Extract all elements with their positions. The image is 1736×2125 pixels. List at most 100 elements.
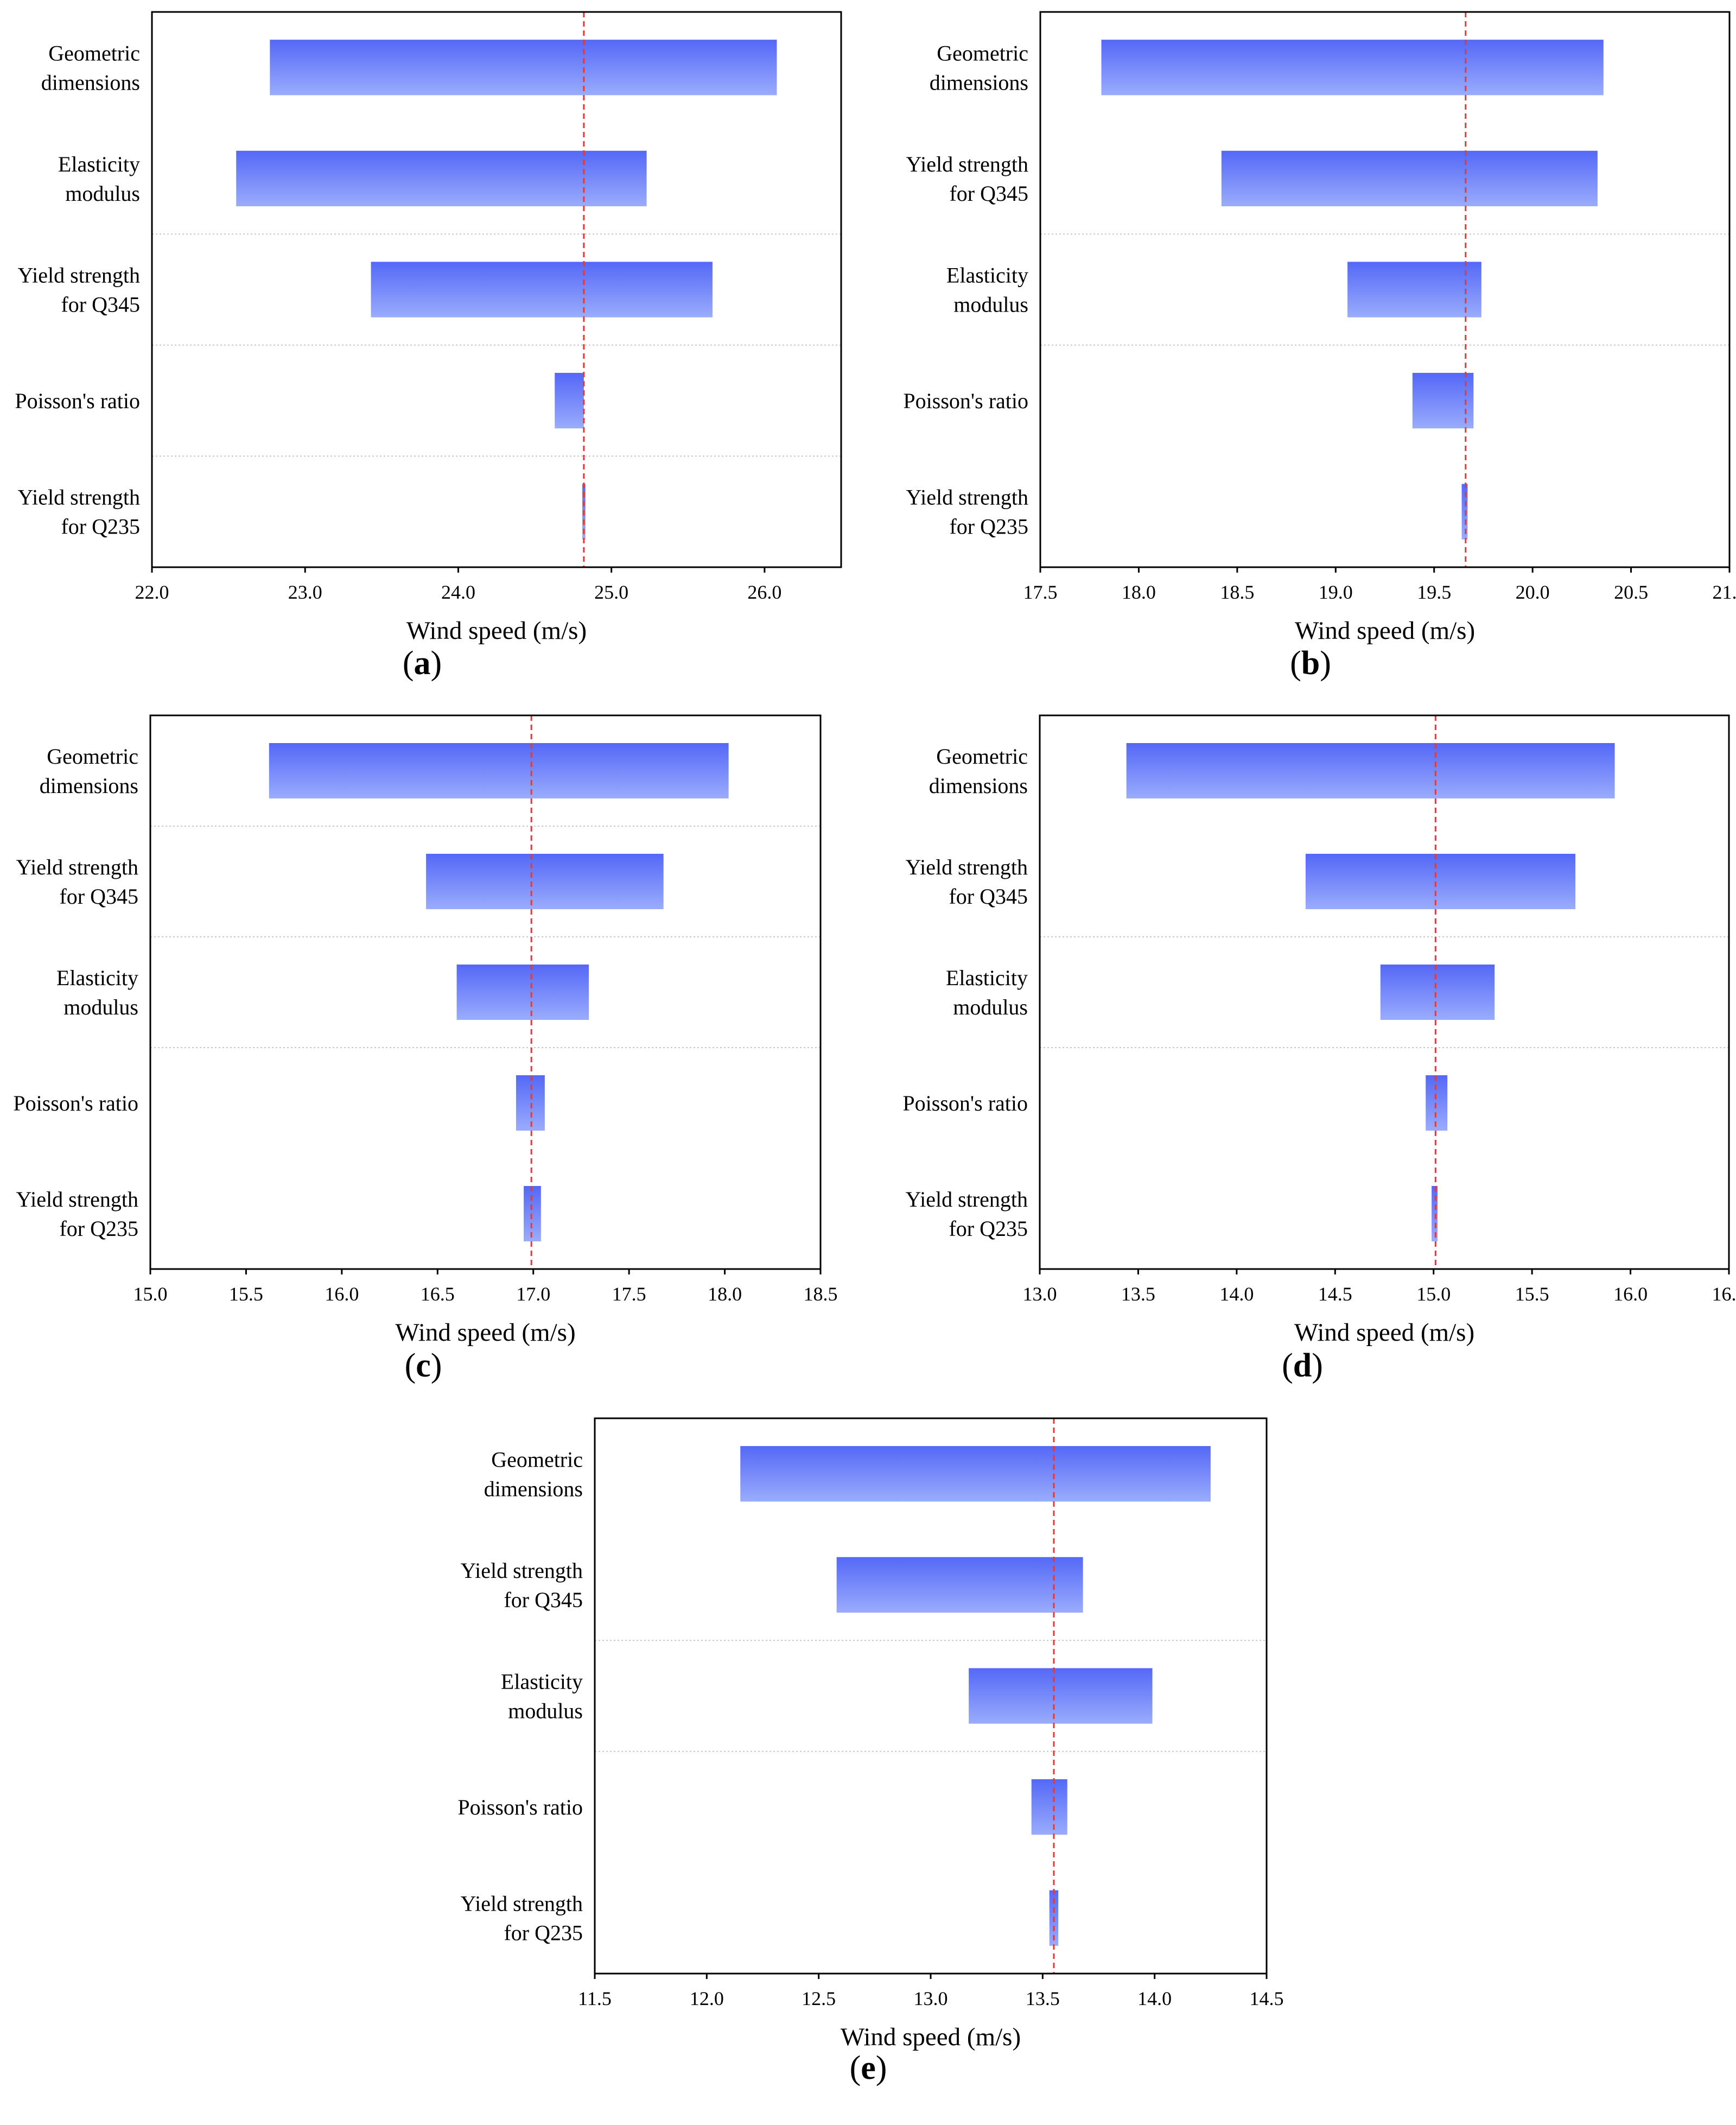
- bar-d-3: [1426, 1075, 1448, 1131]
- x-axis-title: Wind speed (m/s): [841, 2023, 1021, 2051]
- x-tick-label: 17.0: [516, 1283, 550, 1305]
- x-tick-label: 15.5: [1515, 1283, 1549, 1305]
- x-tick-label: 17.5: [612, 1283, 646, 1305]
- bar-c-4: [524, 1186, 541, 1241]
- category-label: for Q235: [504, 1921, 583, 1945]
- category-label: Elasticity: [501, 1670, 583, 1694]
- category-label: Poisson's ratio: [903, 389, 1028, 413]
- x-tick-label: 16.0: [325, 1283, 359, 1305]
- category-label: Elasticity: [58, 152, 140, 176]
- bar-e-1: [836, 1557, 1083, 1613]
- category-label: Geometric: [937, 41, 1028, 65]
- bar-d-1: [1305, 854, 1575, 909]
- panel-label: (c): [405, 1347, 442, 1384]
- x-tick-label: 20.5: [1614, 581, 1648, 603]
- category-label: for Q345: [61, 293, 140, 317]
- x-tick-label: 19.5: [1417, 581, 1451, 603]
- bar-d-0: [1126, 743, 1615, 798]
- x-tick-label: 18.5: [804, 1283, 838, 1305]
- x-tick-label: 14.0: [1219, 1283, 1254, 1305]
- x-tick-label: 20.0: [1516, 581, 1550, 603]
- category-label: modulus: [953, 995, 1028, 1019]
- x-tick-label: 21.0: [1713, 581, 1736, 603]
- category-label: for Q235: [949, 515, 1028, 539]
- x-tick-label: 15.5: [229, 1283, 263, 1305]
- x-tick-label: 14.5: [1250, 1988, 1284, 2009]
- x-tick-label: 18.0: [708, 1283, 742, 1305]
- category-label: modulus: [508, 1699, 583, 1723]
- x-tick-label: 19.0: [1319, 581, 1353, 603]
- bar-c-0: [269, 743, 729, 798]
- x-axis-title: Wind speed (m/s): [1295, 617, 1475, 645]
- category-label: Poisson's ratio: [13, 1091, 138, 1115]
- x-tick-label: 12.0: [690, 1988, 724, 2009]
- x-tick-label: 13.0: [1023, 1283, 1057, 1305]
- category-label: for Q235: [949, 1216, 1028, 1241]
- category-label: Poisson's ratio: [902, 1091, 1028, 1115]
- bar-d-4: [1432, 1186, 1438, 1241]
- bar-e-3: [1031, 1779, 1067, 1835]
- bar-c-1: [426, 854, 664, 909]
- category-label: for Q235: [61, 515, 140, 539]
- category-label: Poisson's ratio: [15, 389, 140, 413]
- bar-b-4: [1461, 484, 1468, 540]
- x-tick-label: 25.0: [594, 581, 628, 603]
- category-label: modulus: [63, 995, 138, 1019]
- x-tick-label: 15.0: [133, 1283, 168, 1305]
- bar-d-2: [1380, 965, 1495, 1020]
- category-label: dimensions: [930, 70, 1028, 94]
- category-label: Yield strength: [905, 855, 1028, 879]
- x-tick-label: 18.5: [1220, 581, 1254, 603]
- bar-a-1: [236, 150, 647, 207]
- x-tick-label: 12.5: [802, 1988, 836, 2009]
- x-tick-label: 22.0: [135, 581, 169, 603]
- bar-b-1: [1221, 150, 1598, 207]
- category-label: dimensions: [484, 1476, 583, 1501]
- category-label: Yield strength: [17, 485, 140, 510]
- x-tick-label: 14.0: [1137, 1988, 1172, 2009]
- bar-a-2: [371, 262, 713, 318]
- category-label: Yield strength: [460, 1558, 583, 1583]
- category-label: Geometric: [491, 1447, 583, 1471]
- bar-b-2: [1347, 262, 1481, 318]
- category-label: Geometric: [47, 744, 138, 769]
- bar-c-2: [456, 965, 589, 1020]
- panel-e: Geometric dimensions Yield strength for Q34…: [457, 1417, 1284, 2086]
- category-label: for Q345: [949, 884, 1028, 909]
- panel-label: (d): [1282, 1347, 1323, 1384]
- category-label: Yield strength: [17, 263, 140, 288]
- category-label: Geometric: [936, 744, 1028, 769]
- x-tick-label: 16.5: [1712, 1283, 1736, 1305]
- bar-e-0: [740, 1446, 1211, 1502]
- category-label: for Q345: [949, 181, 1028, 206]
- panel-b: Geometric dimensions Yield strength for Q34…: [903, 11, 1736, 682]
- bar-a-0: [270, 40, 777, 96]
- x-tick-label: 11.5: [578, 1988, 612, 2009]
- category-label: dimensions: [929, 773, 1028, 798]
- plot-frame: [1039, 11, 1731, 568]
- x-tick-label: 13.5: [1026, 1988, 1060, 2009]
- category-label: Yield strength: [16, 855, 138, 879]
- bar-e-2: [969, 1668, 1153, 1724]
- x-tick-label: 14.5: [1318, 1283, 1352, 1305]
- x-tick-label: 13.0: [914, 1988, 948, 2009]
- category-label: Yield strength: [905, 1187, 1028, 1211]
- category-label: Yield strength: [906, 152, 1028, 176]
- category-label: Elasticity: [946, 263, 1028, 288]
- panel-label: (e): [850, 2050, 887, 2086]
- category-label: dimensions: [40, 773, 138, 798]
- bar-c-3: [516, 1075, 545, 1131]
- x-tick-label: 18.0: [1122, 581, 1156, 603]
- category-label: for Q345: [59, 884, 138, 909]
- bar-a-3: [555, 372, 584, 429]
- bar-b-0: [1101, 40, 1604, 96]
- x-axis-title: Wind speed (m/s): [1294, 1318, 1474, 1347]
- category-label: Yield strength: [16, 1187, 138, 1211]
- plot-frame: [149, 714, 822, 1270]
- category-label: for Q345: [504, 1588, 583, 1612]
- category-label: Yield strength: [906, 485, 1028, 510]
- x-tick-label: 26.0: [747, 581, 781, 603]
- x-tick-label: 13.5: [1121, 1283, 1155, 1305]
- panel-d: Geometric dimensions Yield strength for Q34…: [902, 714, 1736, 1384]
